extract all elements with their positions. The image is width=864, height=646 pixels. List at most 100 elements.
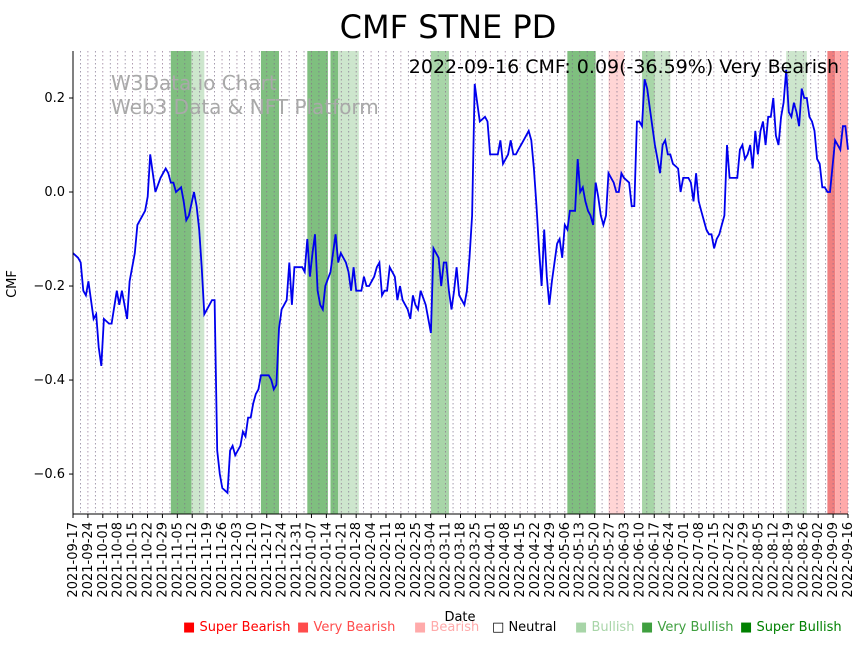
x-tick-label: 2022-07-15 — [707, 522, 722, 598]
legend-swatch-icon: ■ — [575, 620, 588, 635]
legend-item-super-bearish: ■ Super Bearish — [183, 620, 291, 635]
x-tick-label: 2022-08-26 — [796, 522, 811, 598]
legend-swatch-icon: ■ — [740, 620, 753, 635]
legend-item-neutral: □ Neutral — [492, 620, 556, 635]
x-tick-label: 2021-09-17 — [66, 522, 81, 598]
legend-item-bearish: ■ Bearish — [414, 620, 479, 635]
x-tick-label: 2022-04-22 — [528, 522, 543, 598]
x-tick-label: 2022-09-02 — [811, 522, 826, 598]
x-axis-label: Date — [444, 610, 475, 625]
x-tick-label: 2021-10-22 — [141, 522, 156, 598]
x-tick-label: 2022-01-07 — [304, 522, 319, 598]
legend-label: Very Bullish — [657, 620, 734, 635]
y-tick-label: −0.6 — [33, 467, 65, 482]
signal-band — [170, 51, 192, 514]
x-tick-label: 2022-08-12 — [766, 522, 781, 598]
x-tick-label: 2022-01-28 — [349, 522, 364, 598]
watermark-line-1: W3Data.io Chart — [111, 71, 277, 95]
signal-band — [827, 51, 836, 514]
legend-item-very-bullish: ■ Very Bullish — [641, 620, 734, 635]
x-tick-label: 2021-12-24 — [275, 522, 290, 598]
x-tick-label: 2022-02-25 — [409, 522, 424, 598]
watermark: W3Data.io Chart Web3 Data & NFT Platform — [111, 71, 379, 119]
legend-swatch-icon: ■ — [183, 620, 196, 635]
x-tick-label: 2022-08-19 — [781, 522, 796, 598]
x-tick-label: 2022-03-11 — [439, 522, 454, 598]
x-tick-label: 2022-06-17 — [647, 522, 662, 598]
latest-value-annotation: 2022-09-16 CMF: 0.09(-36.59%) Very Beari… — [409, 56, 839, 78]
x-tick-label: 2022-04-29 — [543, 522, 558, 598]
x-tick-label: 2022-09-16 — [841, 522, 856, 598]
signal-band — [330, 51, 339, 514]
x-tick-label: 2022-09-09 — [826, 522, 841, 598]
x-tick-label: 2021-11-19 — [200, 522, 215, 598]
signal-band — [835, 51, 848, 514]
legend-swatch-icon: ■ — [297, 620, 310, 635]
x-tick-label: 2022-02-18 — [394, 522, 409, 598]
legend-item-very-bearish: ■ Very Bearish — [297, 620, 395, 635]
signal-band — [191, 51, 205, 514]
y-tick-label: 0.2 — [44, 91, 65, 106]
x-tick-label: 2022-07-22 — [722, 522, 737, 598]
x-tick-label: 2022-06-10 — [632, 522, 647, 598]
legend: ■ Super Bearish ■ Very Bearish ■ Bearish… — [0, 620, 864, 638]
signal-band — [608, 51, 624, 514]
x-tick-label: 2021-12-10 — [245, 522, 260, 598]
x-tick-label: 2022-05-13 — [573, 522, 588, 598]
x-tick-label: 2022-06-24 — [662, 522, 677, 598]
signal-band — [642, 51, 655, 514]
y-tick-label: −0.4 — [33, 373, 65, 388]
x-tick-label: 2021-10-08 — [111, 522, 126, 598]
x-tick-label: 2022-07-29 — [737, 522, 752, 598]
signal-band — [567, 51, 596, 514]
legend-swatch-icon: ■ — [414, 620, 427, 635]
legend-label: Very Bearish — [313, 620, 396, 635]
x-tick-label: 2021-11-05 — [170, 522, 185, 598]
x-tick-label: 2022-03-25 — [468, 522, 483, 598]
x-tick-label: 2021-11-26 — [215, 522, 230, 598]
x-tick-label: 2022-04-01 — [483, 522, 498, 598]
x-tick-label: 2022-01-14 — [319, 522, 334, 598]
signal-bands — [170, 51, 848, 514]
x-tick-label: 2022-05-20 — [588, 522, 603, 598]
signal-band — [338, 51, 359, 514]
x-tick-label: 2022-06-03 — [617, 522, 632, 598]
legend-label: Bullish — [591, 620, 635, 635]
x-tick-label: 2022-03-04 — [424, 522, 439, 598]
y-tick-label: 0.0 — [44, 185, 65, 200]
legend-label: Super Bullish — [756, 620, 842, 635]
x-tick-label: 2021-10-01 — [96, 522, 111, 598]
legend-item-bullish: ■ Bullish — [575, 620, 634, 635]
x-tick-label: 2022-07-01 — [677, 522, 692, 598]
x-tick-label: 2022-04-15 — [513, 522, 528, 598]
x-tick-label: 2022-03-18 — [454, 522, 469, 598]
legend-swatch-icon: ■ — [641, 620, 654, 635]
x-tick-label: 2022-07-08 — [692, 522, 707, 598]
x-tick-label: 2021-09-24 — [81, 522, 96, 598]
x-tick-label: 2022-02-04 — [364, 522, 379, 598]
x-tick-label: 2021-10-15 — [126, 522, 141, 598]
x-axis-ticks: 2021-09-17 2021-09-24 2021-10-01 2021-10-08… — [66, 514, 856, 598]
chart-title: CMF STNE PD — [340, 8, 557, 46]
y-axis-ticks: 0.2 0.0 −0.2 −0.4 −0.6 — [33, 91, 73, 482]
x-tick-label: 2022-02-11 — [379, 522, 394, 598]
watermark-line-2: Web3 Data & NFT Platform — [111, 95, 379, 119]
y-axis-label: CMF — [5, 270, 20, 298]
x-tick-label: 2021-10-29 — [155, 522, 170, 598]
x-tick-label: 2022-08-05 — [752, 522, 767, 598]
signal-band — [260, 51, 279, 514]
x-tick-label: 2021-12-17 — [260, 522, 275, 598]
signal-band — [430, 51, 449, 514]
x-tick-label: 2022-05-06 — [558, 522, 573, 598]
legend-item-super-bullish: ■ Super Bullish — [740, 620, 842, 635]
x-tick-label: 2022-05-27 — [603, 522, 618, 598]
x-tick-label: 2021-12-03 — [230, 522, 245, 598]
x-tick-label: 2022-01-21 — [334, 522, 349, 598]
x-tick-label: 2021-12-31 — [290, 522, 305, 598]
signal-band — [654, 51, 671, 514]
x-tick-label: 2021-11-12 — [185, 522, 200, 598]
y-tick-label: −0.2 — [33, 279, 65, 294]
legend-label: Super Bearish — [199, 620, 291, 635]
signal-band — [786, 51, 807, 514]
